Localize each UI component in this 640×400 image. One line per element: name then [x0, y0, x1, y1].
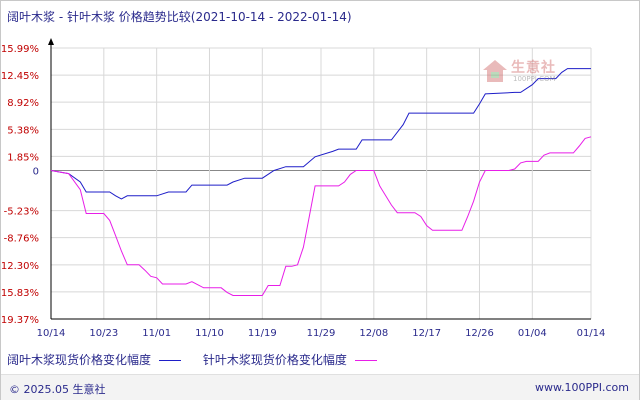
y-tick-label: 0: [33, 167, 39, 178]
series-line-2: [50, 136, 592, 296]
legend-item-series2: 针叶木浆现货价格变化幅度: [203, 351, 383, 368]
y-tick-label: -15.83%: [1, 288, 39, 299]
y-tick-label: 5.38%: [7, 125, 39, 136]
y-tick-label: 12.45%: [1, 71, 39, 82]
footer-bar: © 2025.05 生意社 www.100PPI.com: [1, 374, 639, 400]
y-axis-arrow: [48, 38, 54, 45]
grid-lines: [50, 47, 592, 320]
chart-title: 阔叶木浆 - 针叶木浆 价格趋势比较(2021-10-14 - 2022-01-…: [7, 10, 352, 24]
y-tick-label: -5.23%: [4, 207, 39, 218]
x-tick-label: 11/19: [248, 328, 277, 339]
footer-site-link[interactable]: www.100PPI.com: [535, 381, 629, 394]
legend-swatch-series2: [354, 360, 377, 361]
y-tick-label: -8.76%: [4, 234, 39, 245]
x-tick-label: 10/23: [89, 328, 118, 339]
x-tick-label: 01/04: [518, 328, 547, 339]
x-tick-label: 11/29: [307, 328, 336, 339]
axes: [48, 38, 591, 320]
y-tick-label: -12.30%: [1, 261, 39, 272]
x-tick-label: 10/14: [37, 328, 66, 339]
watermark-text: 生意社: [511, 60, 556, 76]
y-tick-labels: 15.99% 12.45% 8.92% 5.38% 1.85% 0 -5.23% -8.76%…: [1, 44, 39, 326]
watermark-subtext: 100PPI.COM: [513, 75, 556, 83]
footer-copyright: © 2025.05 生意社: [9, 383, 106, 396]
y-tick-label: 15.99%: [1, 44, 39, 55]
watermark-logo: 生意社 100PPI.COM: [481, 57, 561, 87]
chart-legend: 阔叶木浆现货价格变化幅度 针叶木浆现货价格变化幅度: [7, 351, 395, 368]
x-tick-label: 11/01: [142, 328, 171, 339]
legend-label-series1: 阔叶木浆现货价格变化幅度: [7, 353, 152, 367]
x-tick-label: 11/10: [195, 328, 224, 339]
y-tick-label: 1.85%: [7, 152, 39, 163]
x-tick-label: 12/26: [465, 328, 494, 339]
house-icon: [483, 60, 507, 82]
legend-label-series2: 针叶木浆现货价格变化幅度: [202, 353, 347, 367]
series-line-1: [50, 68, 591, 200]
x-tick-label: 12/17: [412, 328, 441, 339]
x-tick-label: 01/14: [577, 328, 606, 339]
series-lines: [50, 68, 592, 296]
y-tick-label: -19.37%: [1, 315, 39, 326]
y-tick-label: 8.92%: [7, 98, 39, 109]
legend-swatch-series1: [159, 360, 182, 361]
x-tick-labels: 10/14 10/23 11/01 11/10 11/19 11/29 12/08 12/17…: [37, 328, 606, 339]
legend-item-series1: 阔叶木浆现货价格变化幅度: [7, 351, 187, 368]
x-tick-label: 12/08: [359, 328, 388, 339]
